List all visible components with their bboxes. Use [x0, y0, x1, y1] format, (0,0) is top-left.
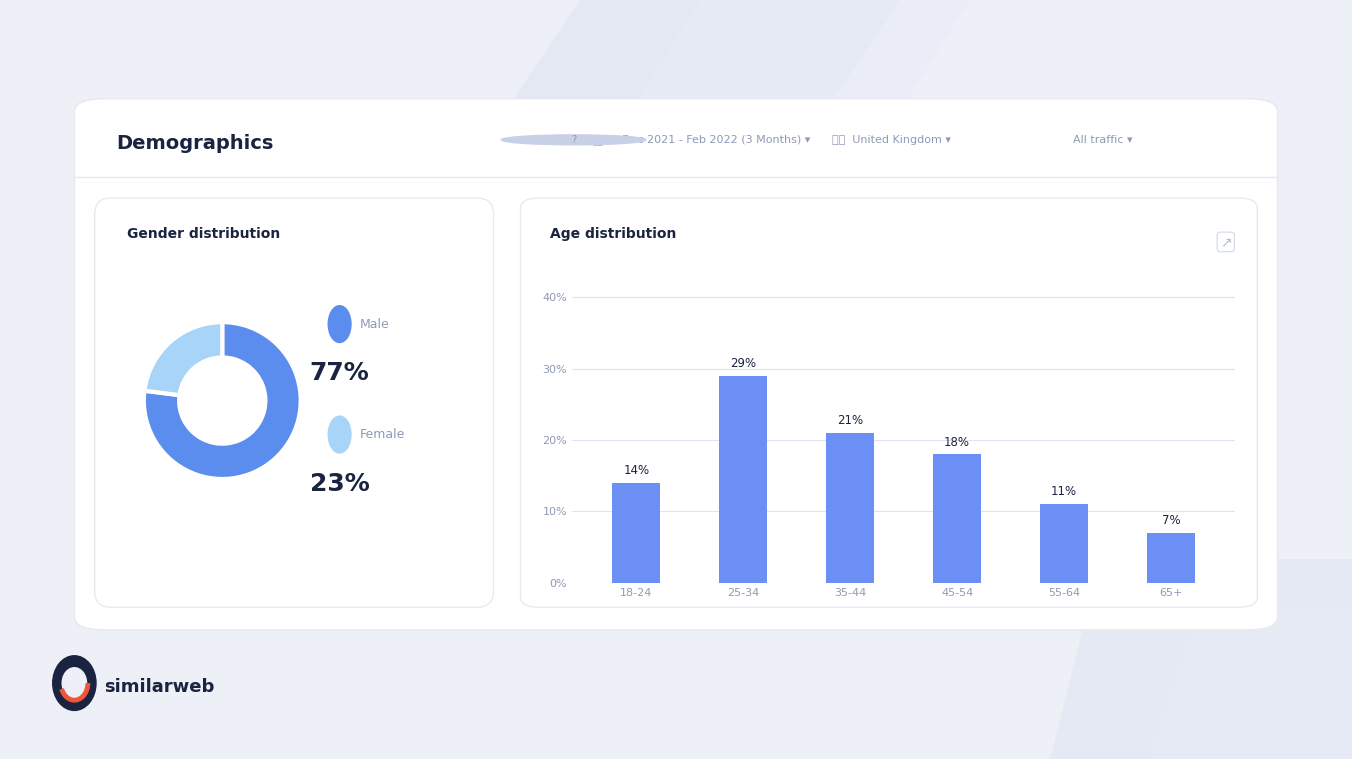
- Text: Demographics: Demographics: [116, 134, 274, 153]
- Text: 🇬🇧  United Kingdom ▾: 🇬🇧 United Kingdom ▾: [833, 135, 952, 145]
- Text: Male: Male: [360, 317, 389, 331]
- Text: ↗: ↗: [1220, 235, 1232, 249]
- Circle shape: [329, 416, 352, 453]
- Circle shape: [62, 668, 87, 698]
- Text: Female: Female: [360, 428, 404, 441]
- Wedge shape: [145, 322, 222, 395]
- Polygon shape: [600, 0, 969, 159]
- Text: 18%: 18%: [944, 436, 971, 449]
- Text: 23%: 23%: [310, 471, 369, 496]
- Wedge shape: [143, 322, 300, 479]
- FancyBboxPatch shape: [95, 198, 493, 607]
- Bar: [826, 433, 875, 583]
- FancyBboxPatch shape: [521, 198, 1257, 607]
- Bar: [612, 483, 660, 583]
- FancyBboxPatch shape: [74, 99, 1278, 630]
- Circle shape: [53, 656, 96, 710]
- Bar: [1040, 504, 1088, 583]
- Text: 29%: 29%: [730, 357, 756, 370]
- Polygon shape: [1151, 609, 1352, 759]
- Text: □: □: [592, 134, 603, 146]
- Text: Age distribution: Age distribution: [550, 227, 676, 241]
- Text: All traffic ▾: All traffic ▾: [1073, 135, 1133, 145]
- Text: Dec 2021 - Feb 2022 (3 Months) ▾: Dec 2021 - Feb 2022 (3 Months) ▾: [622, 135, 810, 145]
- Bar: [1146, 533, 1195, 583]
- Text: 21%: 21%: [837, 414, 864, 427]
- Text: 11%: 11%: [1051, 486, 1078, 499]
- Bar: [933, 454, 982, 583]
- Text: 77%: 77%: [310, 361, 369, 386]
- Text: 7%: 7%: [1161, 514, 1180, 527]
- Text: ?: ?: [571, 135, 576, 145]
- Circle shape: [502, 135, 646, 145]
- Circle shape: [329, 306, 352, 342]
- Text: similarweb: similarweb: [104, 678, 215, 695]
- Bar: [719, 376, 768, 583]
- Polygon shape: [460, 0, 900, 179]
- Text: 14%: 14%: [623, 464, 649, 477]
- Text: Gender distribution: Gender distribution: [127, 227, 280, 241]
- Polygon shape: [1051, 559, 1352, 759]
